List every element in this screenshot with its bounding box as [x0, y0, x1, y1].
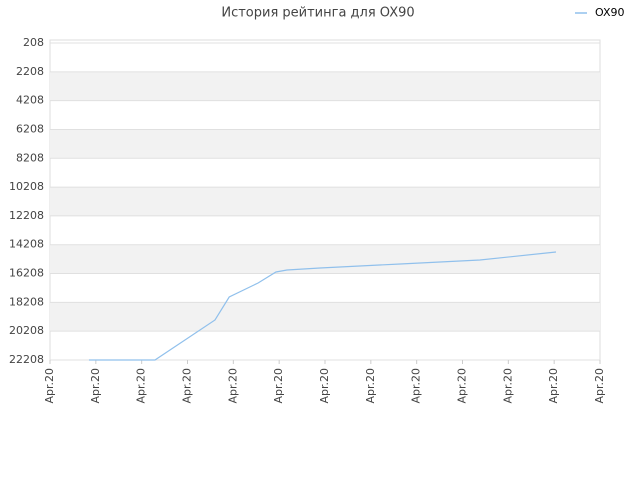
x-tick-label: Apr.20	[364, 368, 377, 404]
x-tick-label: Apr.20	[410, 368, 423, 404]
y-tick-label: 14208	[9, 238, 44, 251]
band	[50, 187, 600, 216]
x-tick-label: Apr.20	[456, 368, 469, 404]
x-tick-label: Apr.20	[272, 368, 285, 404]
x-tick-label: Apr.20	[43, 368, 56, 404]
y-tick-label: 8208	[16, 151, 44, 164]
y-tick-label: 10208	[9, 180, 44, 193]
y-tick-label: 22208	[9, 353, 44, 366]
band	[50, 71, 600, 101]
x-tick-label: Apr.20	[501, 368, 514, 404]
x-tick-label: Apr.20	[135, 368, 148, 404]
y-tick-label: 2208	[16, 65, 44, 78]
x-tick-label: Apr.20	[547, 368, 560, 404]
band	[50, 302, 600, 332]
y-tick-label: 20208	[9, 324, 44, 337]
y-tick-label: 16208	[9, 267, 44, 280]
x-tick-label: Apr.20	[318, 368, 331, 404]
y-tick-label: 6208	[16, 122, 44, 135]
legend-label: OX90	[595, 6, 625, 19]
y-tick-label: 4208	[16, 94, 44, 107]
line	[88, 251, 557, 361]
chart-title: История рейтинга для OX90	[221, 6, 414, 21]
y-tick-label: 12208	[9, 209, 44, 222]
band	[50, 129, 600, 159]
y-tick-label: 18208	[9, 295, 44, 308]
x-tick-label: Apr.20	[181, 368, 194, 404]
band	[50, 244, 600, 274]
y-tick-label: 208	[23, 36, 44, 49]
x-tick-label: Apr.20	[226, 368, 239, 404]
x-tick-label: Apr.20	[593, 368, 606, 404]
x-tick-label: Apr.20	[89, 368, 102, 404]
